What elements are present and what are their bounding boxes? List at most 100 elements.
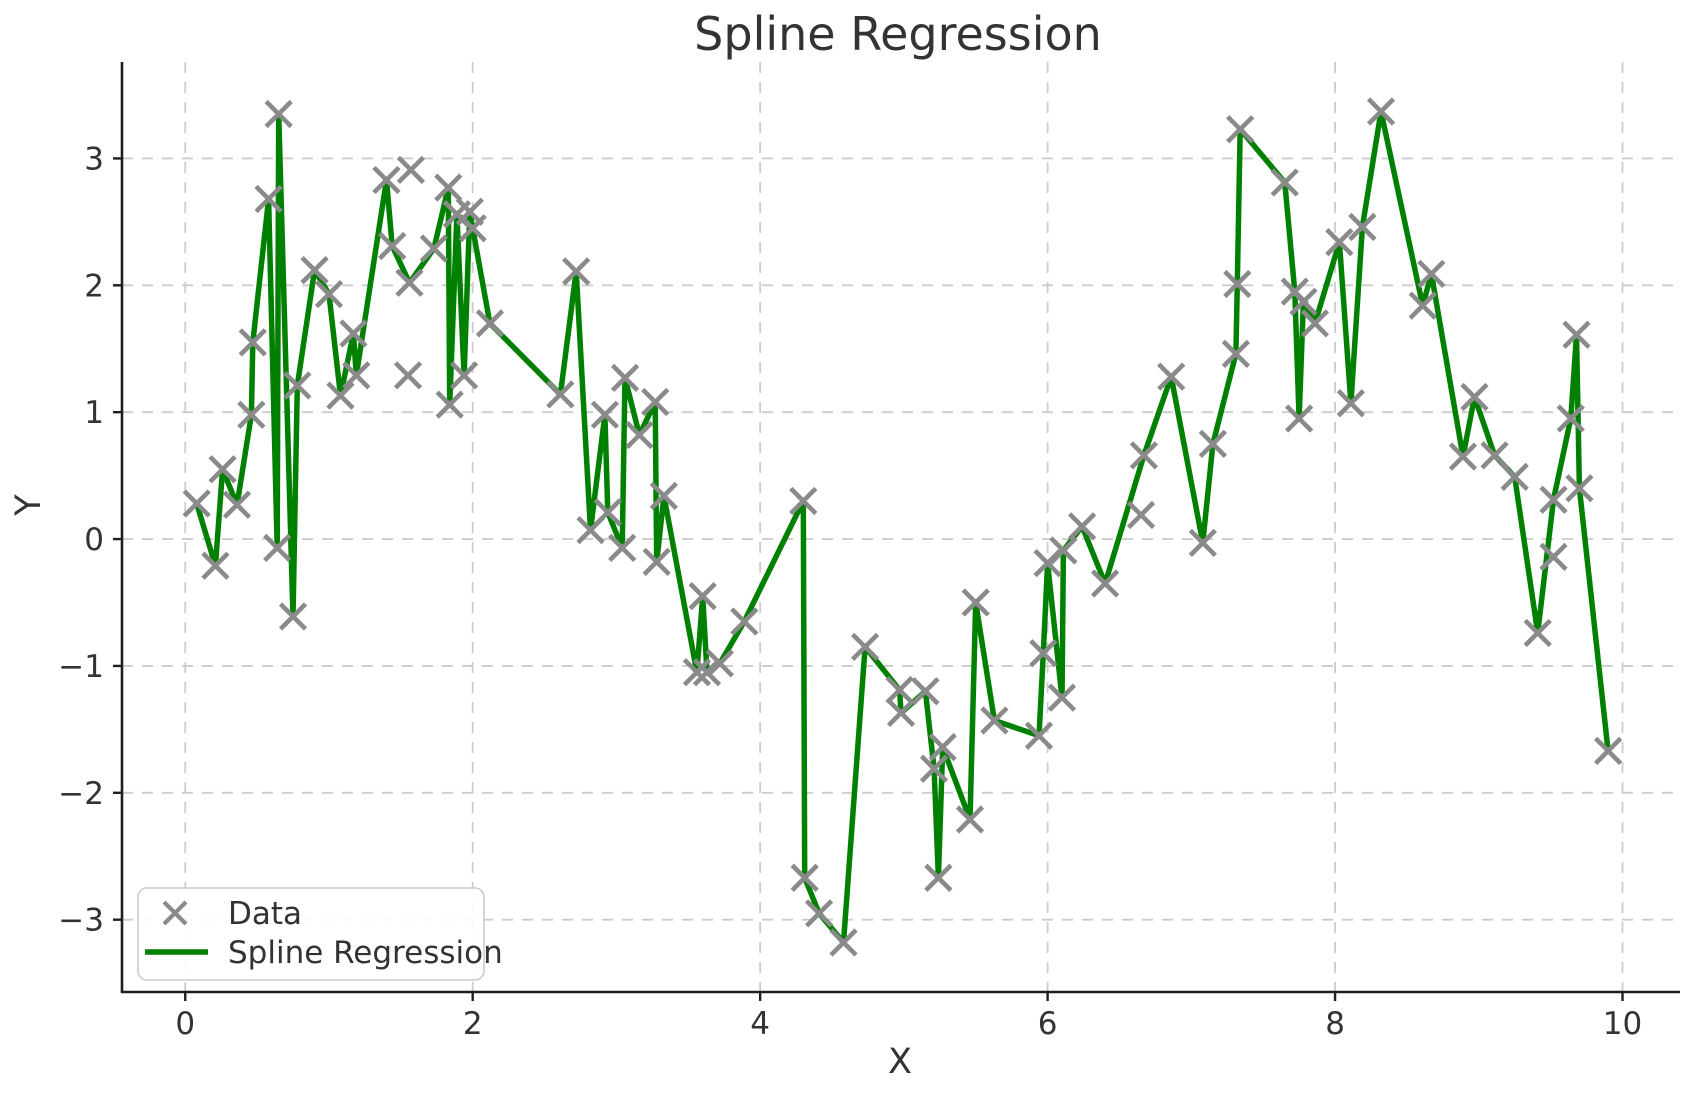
spline-regression-line [193, 108, 1611, 946]
data-point-marker [393, 361, 423, 390]
data-point-marker [1221, 339, 1251, 368]
x-tick-label: 2 [463, 1006, 483, 1042]
data-point-marker [1289, 287, 1318, 316]
data-point-marker [1366, 97, 1396, 126]
x-tick-label: 0 [175, 1006, 195, 1042]
data-point-marker [610, 363, 640, 393]
data-point-marker [475, 309, 505, 338]
legend-label-spline: Spline Regression [228, 935, 503, 971]
chart-title: Spline Regression [694, 7, 1102, 61]
y-tick-label: 3 [84, 141, 104, 177]
data-point-marker [372, 165, 401, 195]
axis-ticks [113, 157, 1624, 1001]
data-point-marker [1049, 536, 1078, 565]
data-point-marker [278, 602, 308, 631]
data-point-marker [546, 380, 575, 409]
data-point-marker [419, 234, 449, 263]
data-point-marker [955, 805, 985, 834]
data-points [182, 97, 1623, 957]
data-point-marker [1157, 362, 1186, 391]
data-point-marker [1408, 291, 1437, 320]
x-tick-label: 6 [1038, 1006, 1058, 1042]
legend-box [137, 887, 485, 981]
tick-labels: 0 2 4 6 8 10 −3 −2 −1 0 1 2 3 [58, 141, 1642, 1042]
data-point-marker [435, 390, 464, 419]
data-point-marker [1024, 721, 1054, 750]
data-point-marker [789, 486, 818, 516]
data-point-marker [928, 733, 957, 762]
data-point-marker [1223, 269, 1252, 299]
data-point-marker [237, 400, 266, 429]
data-point-marker [1284, 404, 1314, 433]
data-point-marker [641, 387, 670, 417]
data-point-marker [919, 754, 949, 783]
legend-label-data: Data [228, 896, 302, 932]
gridlines [122, 62, 1680, 992]
data-point-marker [692, 658, 722, 687]
data-point-marker [182, 489, 211, 518]
data-point-marker [1594, 736, 1623, 766]
y-tick-label: 0 [84, 522, 104, 558]
data-point-marker [449, 361, 479, 390]
data-point-marker [1047, 683, 1077, 712]
data-point-marker [1090, 569, 1120, 598]
data-point-marker [1300, 309, 1330, 338]
data-point-marker [804, 899, 834, 928]
data-point-marker [1480, 441, 1509, 470]
data-point-marker [1539, 485, 1568, 514]
data-point-marker [1417, 259, 1446, 289]
data-point-marker [1460, 382, 1489, 412]
data-point-marker [649, 481, 678, 511]
data-point-marker [1188, 528, 1217, 557]
data-point-marker [1523, 618, 1552, 648]
data-point-marker [1539, 542, 1568, 571]
y-tick-label: 2 [84, 268, 104, 304]
data-point-marker [1325, 228, 1354, 257]
data-point-marker [396, 155, 426, 184]
data-point-marker [1198, 429, 1228, 459]
data-point-marker [1129, 441, 1159, 470]
data-point-marker [688, 582, 717, 611]
x-tick-label: 4 [750, 1006, 770, 1042]
data-point-marker [1562, 320, 1591, 349]
data-point-marker [378, 231, 407, 261]
data-point-marker [201, 551, 230, 580]
data-point-marker [593, 498, 622, 527]
data-point-marker [608, 533, 637, 563]
x-axis-label: X [888, 1042, 912, 1082]
data-point-marker [1126, 500, 1156, 530]
x-tick-label: 10 [1603, 1006, 1642, 1042]
data-point-marker [885, 675, 914, 705]
data-point-marker [625, 420, 654, 450]
data-point-marker [326, 381, 355, 410]
y-tick-label: −3 [58, 903, 104, 939]
data-point-marker [1556, 404, 1585, 433]
data-point-marker [263, 533, 292, 563]
data-point-marker [850, 632, 880, 662]
data-point-marker [1226, 115, 1255, 144]
data-point-marker [682, 658, 712, 687]
data-point-marker [300, 255, 329, 285]
x-tick-label: 8 [1325, 1006, 1345, 1042]
data-point-marker [1270, 168, 1299, 197]
data-point-marker [705, 649, 735, 678]
data-point-marker [911, 677, 940, 706]
data-point-marker [1336, 389, 1365, 418]
data-point-marker [283, 371, 312, 400]
data-point-marker [254, 184, 283, 214]
data-point-marker [342, 361, 371, 390]
data-point-marker [264, 99, 293, 129]
data-point-marker [590, 400, 620, 429]
data-point-marker [924, 863, 953, 892]
data-point-marker [980, 706, 1009, 735]
data-point-marker [395, 268, 424, 297]
data-point-marker [208, 455, 237, 484]
data-point-marker [1565, 474, 1594, 503]
data-point-marker [886, 698, 916, 727]
data-point-marker [1448, 442, 1478, 471]
y-tick-label: −1 [58, 649, 104, 685]
data-point-marker [642, 547, 671, 577]
